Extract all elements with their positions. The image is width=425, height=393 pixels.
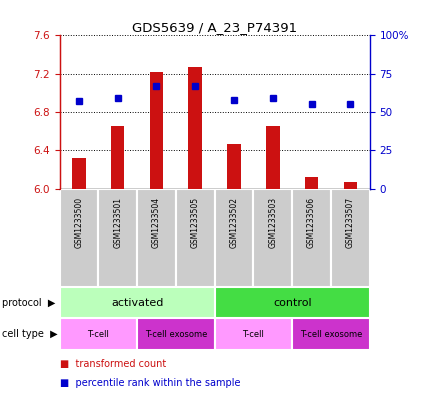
Title: GDS5639 / A_23_P74391: GDS5639 / A_23_P74391 [132,21,297,34]
Text: GSM1233503: GSM1233503 [268,196,277,248]
Text: cell type  ▶: cell type ▶ [2,329,58,339]
Bar [60,287,215,318]
Bar [72,158,86,189]
Bar [137,189,176,287]
Bar [111,127,125,189]
Text: T-cell exosome: T-cell exosome [300,330,362,338]
Bar [331,189,370,287]
Bar [305,177,318,189]
Text: GSM1233500: GSM1233500 [74,196,83,248]
Bar [60,189,98,287]
Text: T-cell: T-cell [243,330,264,338]
Bar [150,72,163,189]
Bar [137,318,215,350]
Text: GSM1233506: GSM1233506 [307,196,316,248]
Text: T-cell exosome: T-cell exosome [144,330,207,338]
Text: GSM1233505: GSM1233505 [191,196,200,248]
Bar [266,127,280,189]
Bar [292,189,331,287]
Text: GSM1233507: GSM1233507 [346,196,355,248]
Bar [343,182,357,189]
Bar [60,318,137,350]
Bar [188,67,202,189]
Text: T-cell: T-cell [88,330,109,338]
Text: activated: activated [111,298,163,308]
Text: ■  transformed count: ■ transformed count [60,358,166,369]
Bar [98,189,137,287]
Bar [292,318,370,350]
Text: protocol  ▶: protocol ▶ [2,298,56,308]
Text: GSM1233501: GSM1233501 [113,196,122,248]
Text: GSM1233504: GSM1233504 [152,196,161,248]
Bar [215,287,370,318]
Text: GSM1233502: GSM1233502 [230,196,238,248]
Bar [227,143,241,189]
Text: ■  percentile rank within the sample: ■ percentile rank within the sample [60,378,240,388]
Bar [253,189,292,287]
Bar [215,318,292,350]
Bar [176,189,215,287]
Text: control: control [273,298,312,308]
Bar [215,189,253,287]
